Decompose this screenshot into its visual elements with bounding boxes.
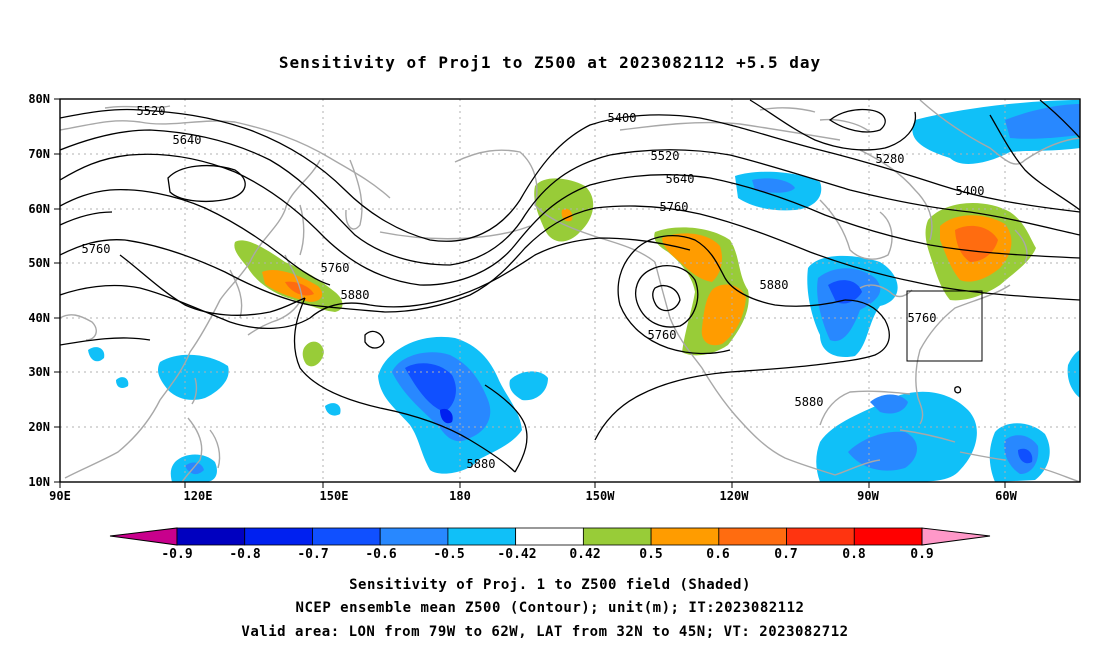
contour-label: 5640 <box>666 172 695 186</box>
shade-blob <box>1067 350 1080 398</box>
contour-label: 5760 <box>908 311 937 325</box>
lon-tick-label: 150E <box>320 489 349 503</box>
coastlines <box>60 99 1080 482</box>
figure-title: Sensitivity of Proj1 to Z500 at 20230821… <box>279 53 821 72</box>
colorbar-label: 0.8 <box>842 547 866 562</box>
shade-blob <box>157 354 229 400</box>
contour-label: 5280 <box>876 152 905 166</box>
colorbar-cell <box>379 527 449 546</box>
colorbar-label: -0.42 <box>497 547 536 562</box>
colorbar-label: 0.42 <box>569 547 600 562</box>
contour-label: 5760 <box>660 200 689 214</box>
contour-label: 5880 <box>760 278 789 292</box>
lat-tick-label: 60N <box>28 202 50 216</box>
shade-blob <box>752 178 795 193</box>
shade-blob <box>88 347 105 362</box>
contour-label-group: 5520 5640 5760 5760 5880 5400 5520 5640 … <box>82 104 985 471</box>
lat-tick-label: 30N <box>28 365 50 379</box>
colorbar-cell <box>312 527 381 546</box>
lon-tick-label: 90W <box>857 489 879 503</box>
graticule <box>60 99 1080 482</box>
caption-line-3: Valid area: LON from 79W to 62W, LAT fro… <box>241 624 848 640</box>
lat-tick-label: 10N <box>28 475 50 489</box>
colorbar-right-arrow <box>921 527 991 546</box>
colorbar-cell <box>786 527 855 546</box>
z500-contours <box>60 99 1080 473</box>
lat-tick-label: 50N <box>28 256 50 270</box>
colorbar-label: 0.6 <box>706 547 730 562</box>
colorbar-left-arrow <box>109 527 178 546</box>
lat-axis: 10N 20N 30N 40N 50N 60N 70N 80N <box>28 92 60 489</box>
contour-label: 5760 <box>648 328 677 342</box>
colorbar-cell <box>176 527 246 546</box>
lon-tick-label: 120E <box>184 489 213 503</box>
caption-line-2: NCEP ensemble mean Z500 (Contour); unit(… <box>296 600 805 616</box>
shade-blob <box>1005 104 1080 139</box>
lon-tick-label: 90E <box>49 489 71 503</box>
shade-blob <box>405 363 456 412</box>
map-content <box>60 99 1080 482</box>
shade-blob <box>302 341 324 367</box>
lat-tick-label: 70N <box>28 147 50 161</box>
colorbar-label: -0.5 <box>433 547 464 562</box>
lon-tick-label: 120W <box>720 489 750 503</box>
contour-label: 5760 <box>321 261 350 275</box>
lat-tick-label: 20N <box>28 420 50 434</box>
valid-area-box <box>906 290 983 362</box>
shade-blob <box>701 284 746 346</box>
contour-label: 5880 <box>795 395 824 409</box>
colorbar-cells <box>176 527 923 546</box>
shade-blob <box>828 280 862 304</box>
lon-axis: 90E 120E 150E 180 150W 120W 90W 60W <box>49 482 1018 503</box>
shade-blob <box>662 233 723 282</box>
shade-blob <box>440 408 453 424</box>
shade-blob <box>116 377 129 388</box>
caption-line-1: Sensitivity of Proj. 1 to Z500 field (Sh… <box>349 577 751 593</box>
shade-blob <box>848 431 918 471</box>
contour-label: 5760 <box>82 242 111 256</box>
colorbar-cell <box>447 527 517 546</box>
colorbar-label: 0.5 <box>639 547 662 562</box>
map-frame <box>59 98 1081 483</box>
colorbar-labels: -0.9 -0.8 -0.7 -0.6 -0.5 -0.42 0.42 0.5 … <box>161 547 933 562</box>
colorbar-cell <box>853 527 923 546</box>
colorbar-cell <box>582 527 652 546</box>
colorbar-cell <box>244 527 313 546</box>
colorbar-label: -0.6 <box>365 547 396 562</box>
colorbar-label: -0.8 <box>229 547 260 562</box>
shade-blob <box>1018 448 1033 464</box>
contour-label: 5520 <box>651 149 680 163</box>
lat-tick-label: 40N <box>28 311 50 325</box>
colorbar-label: 0.7 <box>774 547 797 562</box>
negative-sensitivity-shading <box>88 100 1080 482</box>
contour-label: 5880 <box>341 288 370 302</box>
contour-label: 5520 <box>137 104 166 118</box>
lon-tick-label: 60W <box>995 489 1017 503</box>
shade-blob <box>325 403 341 416</box>
lon-tick-label: 180 <box>449 489 471 503</box>
contour-label: 5400 <box>608 111 637 125</box>
colorbar-label: 0.9 <box>910 547 933 562</box>
shade-blob <box>870 394 908 414</box>
colorbar-label: -0.7 <box>297 547 328 562</box>
colorbar: -0.9 -0.8 -0.7 -0.6 -0.5 -0.42 0.42 0.5 … <box>109 527 991 562</box>
lat-tick-label: 80N <box>28 92 50 106</box>
colorbar-cell <box>650 527 720 546</box>
colorbar-cell <box>718 527 787 546</box>
colorbar-cell <box>515 527 584 546</box>
contour-label: 5880 <box>467 457 496 471</box>
contour-label: 5640 <box>173 133 202 147</box>
shade-blob <box>509 371 548 401</box>
lon-tick-label: 150W <box>586 489 616 503</box>
colorbar-label: -0.9 <box>161 547 192 562</box>
contour-label: 5400 <box>956 184 985 198</box>
